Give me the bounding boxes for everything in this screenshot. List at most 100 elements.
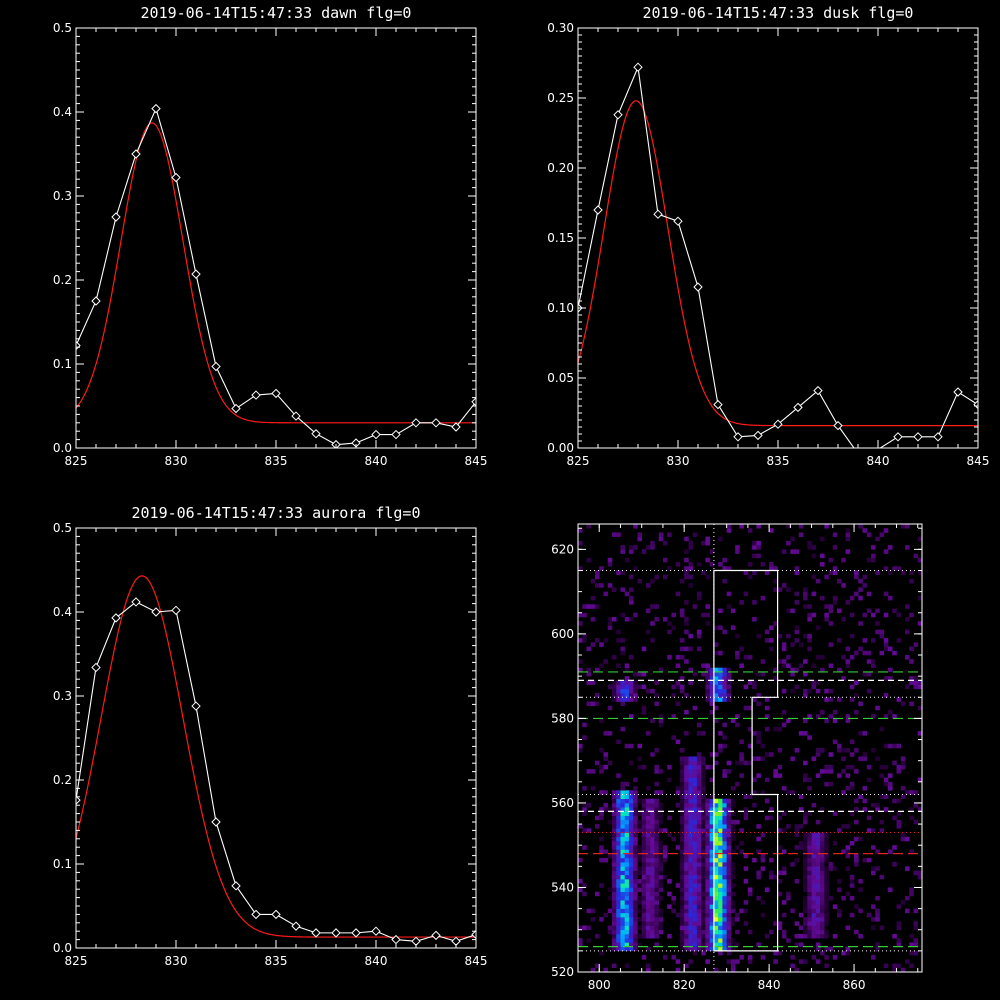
x-tick-label: 845 <box>967 454 990 468</box>
line-panel-1: 825 830 835 840 845 0.00 0.05 0.10 0.15 0.20 0.25 0… <box>547 4 989 468</box>
x-tick-label: 830 <box>165 454 188 468</box>
data-point <box>271 909 281 920</box>
data-point <box>211 817 221 827</box>
y-tick-label: 0.4 <box>53 105 72 119</box>
y-tick-label: 0.0 <box>53 441 72 455</box>
data-point <box>151 607 161 617</box>
x-tick-label: 835 <box>265 454 288 468</box>
data-point <box>391 429 401 440</box>
x-tick-label: 830 <box>667 454 690 468</box>
data-point <box>633 62 643 72</box>
data-point <box>271 388 281 399</box>
data-point <box>291 411 301 421</box>
x-tick-label: 840 <box>758 978 781 992</box>
y-tick-label: 620 <box>551 542 574 556</box>
data-point <box>653 209 663 219</box>
data-point <box>211 361 221 372</box>
y-tick-label: 0.3 <box>53 689 72 703</box>
data-point <box>431 418 441 428</box>
y-tick-label: 0.4 <box>53 605 72 619</box>
y-tick-label: 0.15 <box>547 231 574 245</box>
data-point <box>893 432 903 442</box>
y-tick-label: 0.2 <box>53 773 72 787</box>
data-point <box>91 296 101 306</box>
data-point <box>471 397 476 407</box>
data-point <box>371 429 381 440</box>
x-tick-label: 830 <box>165 954 188 968</box>
data-point <box>131 597 141 607</box>
data-point <box>471 929 476 940</box>
data-point <box>291 921 301 931</box>
data-point <box>813 385 823 396</box>
line-panel-2: 825 830 835 840 845 0.0 0.1 0.2 0.3 0.4 0.5 2019-06… <box>53 504 488 968</box>
y-tick-label: 0.00 <box>547 441 574 455</box>
x-tick-label: 825 <box>65 454 88 468</box>
data-point <box>311 429 321 439</box>
data-point <box>231 881 241 891</box>
data-point <box>351 928 361 938</box>
data-point <box>613 110 623 120</box>
data-point <box>953 387 963 397</box>
x-tick-label: 825 <box>567 454 590 468</box>
observed-line <box>76 601 476 942</box>
y-tick-label: 0.1 <box>53 857 72 871</box>
data-point <box>391 934 401 945</box>
data-point <box>371 926 381 936</box>
plot-frame <box>577 523 923 973</box>
data-point <box>171 172 181 183</box>
data-point <box>431 930 441 941</box>
heatmap-panel: 800 820 840 860 520 540 560 580 600 620 <box>551 523 923 992</box>
data-point <box>91 662 101 673</box>
fit-curve <box>578 100 978 427</box>
data-point <box>111 613 121 623</box>
x-tick-label: 845 <box>465 454 488 468</box>
x-tick-label: 840 <box>867 454 890 468</box>
data-point <box>151 103 161 114</box>
plot-frame <box>75 527 477 949</box>
data-point <box>311 928 321 938</box>
x-tick-label: 840 <box>365 954 388 968</box>
data-point <box>191 269 201 279</box>
x-tick-label: 835 <box>265 954 288 968</box>
y-tick-label: 0.5 <box>53 21 72 35</box>
x-tick-label: 825 <box>65 954 88 968</box>
data-point <box>251 390 261 400</box>
data-point <box>593 205 603 215</box>
data-point <box>331 928 341 938</box>
x-tick-label: 840 <box>365 454 388 468</box>
y-tick-label: 0.25 <box>547 91 574 105</box>
y-tick-label: 0.20 <box>547 161 574 175</box>
data-point <box>913 432 923 442</box>
data-point <box>713 399 723 410</box>
heatmap-cells <box>578 524 923 973</box>
data-point <box>251 909 261 920</box>
y-tick-label: 0.1 <box>53 357 72 371</box>
y-tick-label: 0.05 <box>547 371 574 385</box>
data-point <box>191 701 201 711</box>
fit-curve <box>76 575 476 938</box>
data-point <box>171 605 181 616</box>
data-point <box>231 403 241 414</box>
data-point <box>673 216 683 226</box>
data-point <box>111 212 121 222</box>
y-tick-label: 580 <box>551 711 574 725</box>
data-point <box>733 432 743 442</box>
data-point <box>76 795 81 805</box>
data-point <box>753 430 763 441</box>
data-point <box>973 399 978 410</box>
data-point <box>933 432 943 442</box>
x-tick-label: 835 <box>767 454 790 468</box>
chart-title: 2019-06-14T15:47:33 dusk flg=0 <box>643 4 914 22</box>
plot-frame <box>75 27 477 449</box>
data-point <box>693 282 703 292</box>
data-point <box>793 402 803 413</box>
data-point <box>131 149 141 159</box>
x-tick-label: 800 <box>588 978 611 992</box>
data-point <box>833 420 843 431</box>
fit-curve <box>76 122 476 424</box>
data-point <box>773 419 783 429</box>
line-panel-0: 825 830 835 840 845 0.0 0.1 0.2 0.3 0.4 0.5 2019-06… <box>53 4 488 468</box>
x-tick-label: 820 <box>673 978 696 992</box>
chart-title: 2019-06-14T15:47:33 dawn flg=0 <box>141 4 412 22</box>
